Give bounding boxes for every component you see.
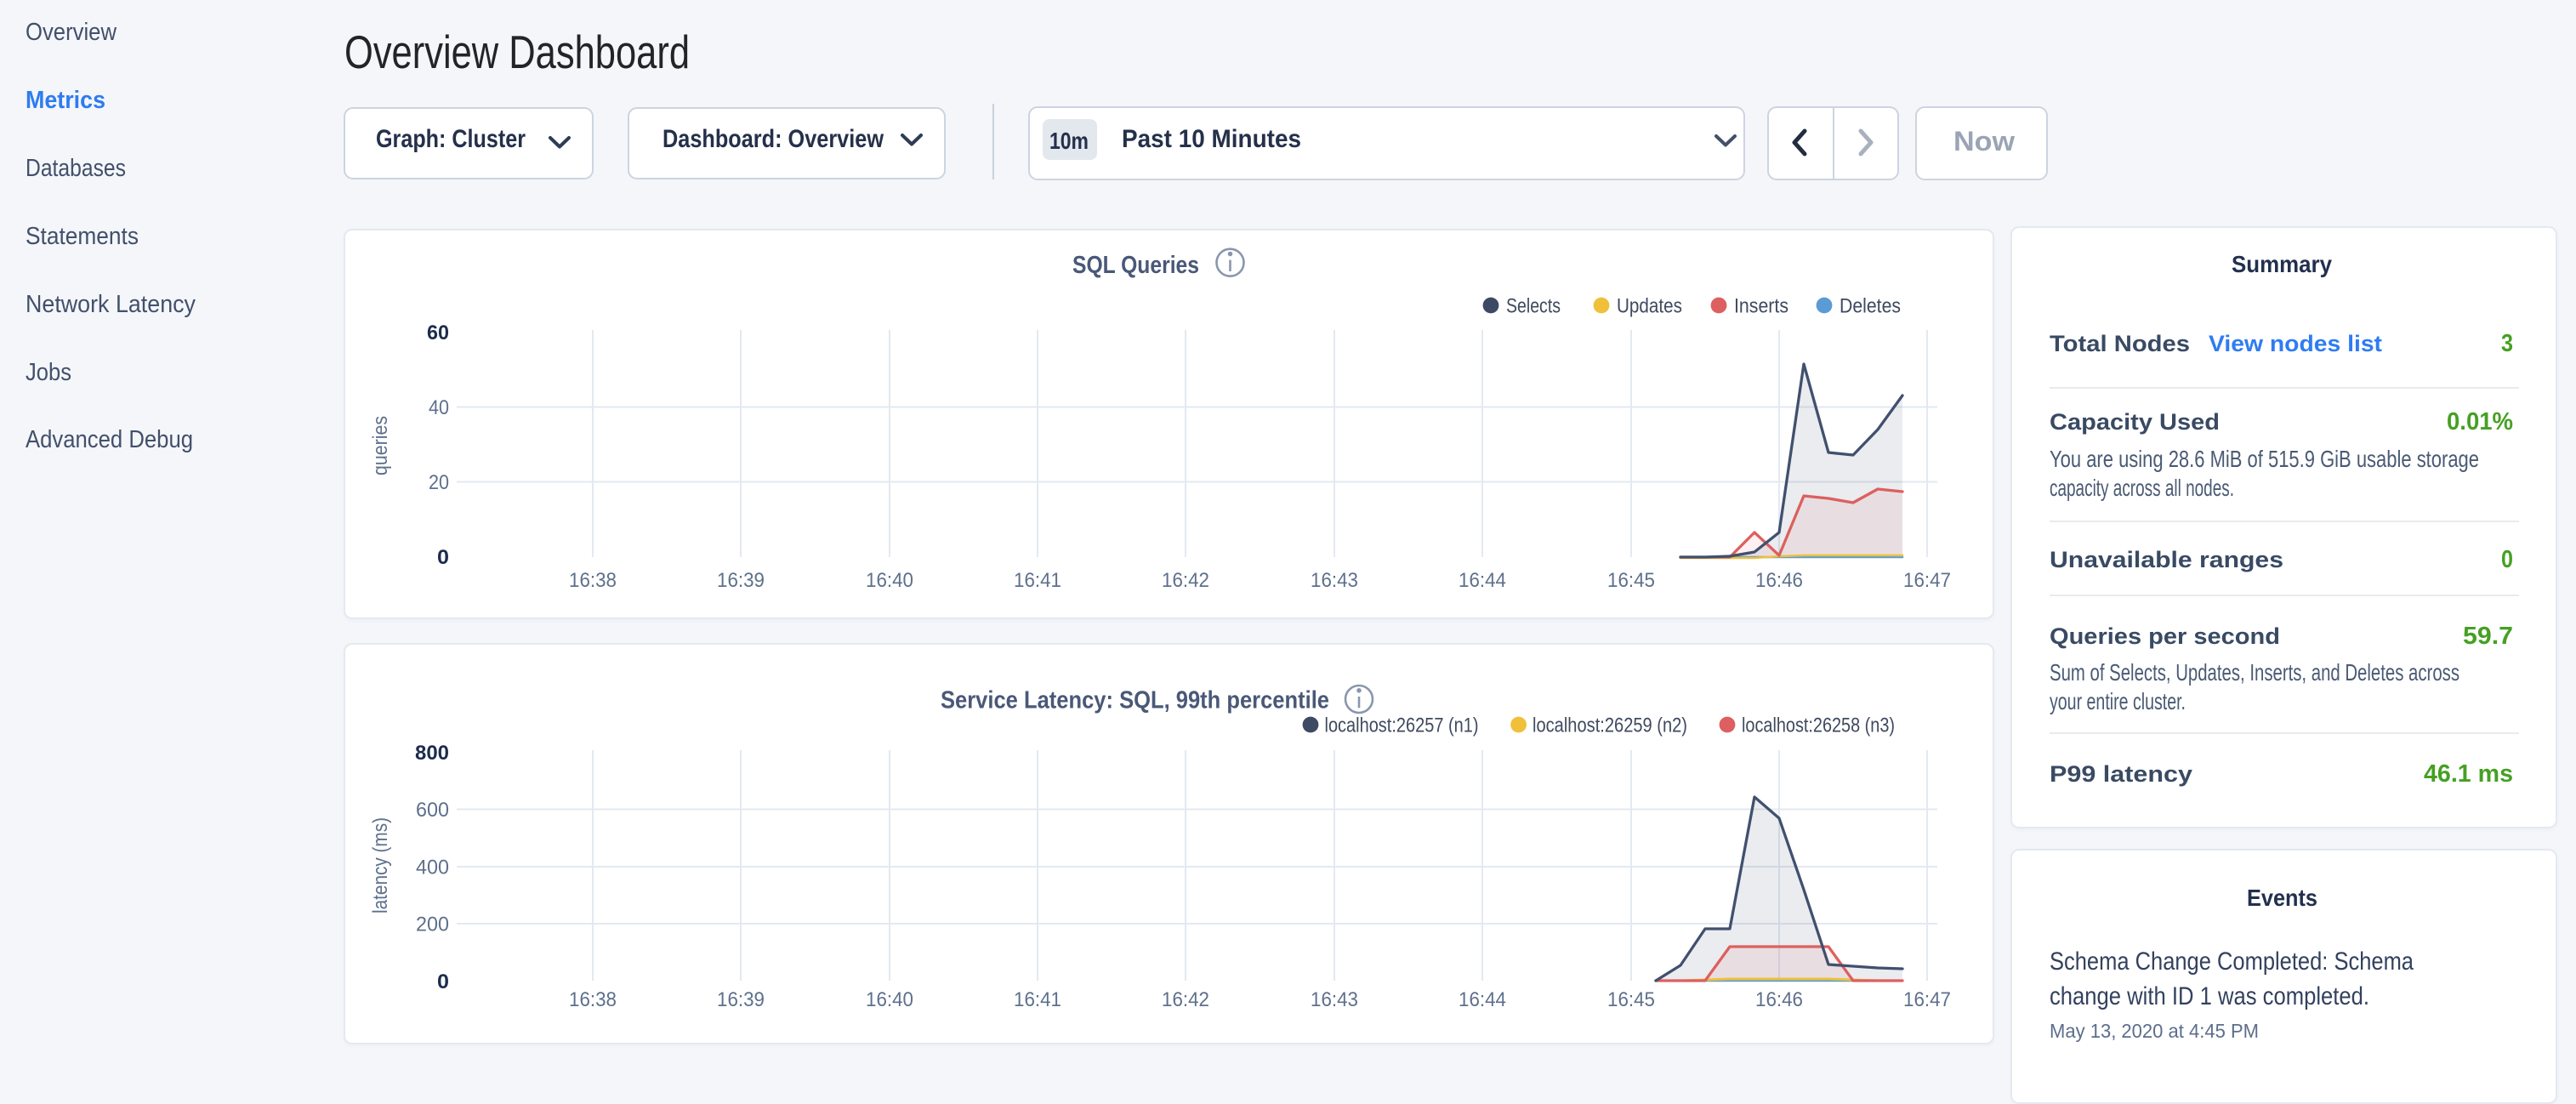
svg-text:16:42: 16:42 [1162,569,1209,592]
svg-text:16:46: 16:46 [1755,988,1803,1011]
svg-text:localhost:26259 (n2): localhost:26259 (n2) [1533,714,1687,737]
svg-text:16:45: 16:45 [1607,569,1655,592]
svg-text:localhost:26258 (n3): localhost:26258 (n3) [1742,714,1895,737]
svg-text:16:46: 16:46 [1755,569,1803,592]
svg-text:200: 200 [416,913,449,936]
svg-text:latency (ms): latency (ms) [369,817,392,913]
svg-text:600: 600 [416,799,449,822]
svg-text:16:39: 16:39 [717,569,765,592]
svg-text:16:44: 16:44 [1459,569,1506,592]
svg-text:16:39: 16:39 [717,988,765,1011]
svg-text:16:47: 16:47 [1903,569,1951,592]
svg-text:16:40: 16:40 [866,569,913,592]
svg-text:16:43: 16:43 [1311,569,1358,592]
svg-text:Selects: Selects [1506,295,1561,318]
svg-text:Deletes: Deletes [1840,295,1901,318]
svg-text:SQL Queries: SQL Queries [1072,252,1199,279]
svg-text:16:41: 16:41 [1014,569,1061,592]
svg-text:16:45: 16:45 [1607,988,1655,1011]
svg-text:0: 0 [437,970,449,993]
svg-text:16:38: 16:38 [569,569,617,592]
svg-text:Inserts: Inserts [1734,295,1788,318]
svg-text:queries: queries [369,416,392,475]
svg-text:Updates: Updates [1617,295,1682,318]
svg-text:Service Latency: SQL, 99th per: Service Latency: SQL, 99th percentile [941,687,1329,714]
svg-text:400: 400 [416,856,449,879]
svg-text:16:43: 16:43 [1311,988,1358,1011]
svg-text:800: 800 [415,742,449,765]
svg-text:16:41: 16:41 [1014,988,1061,1011]
svg-text:60: 60 [427,322,449,344]
svg-text:40: 40 [429,396,449,419]
svg-text:0: 0 [437,546,449,569]
svg-text:16:44: 16:44 [1459,988,1506,1011]
svg-text:16:47: 16:47 [1903,988,1951,1011]
svg-text:16:42: 16:42 [1162,988,1209,1011]
svg-text:localhost:26257 (n1): localhost:26257 (n1) [1325,714,1479,737]
svg-text:16:40: 16:40 [866,988,913,1011]
svg-text:16:38: 16:38 [569,988,617,1011]
svg-text:20: 20 [429,471,449,494]
